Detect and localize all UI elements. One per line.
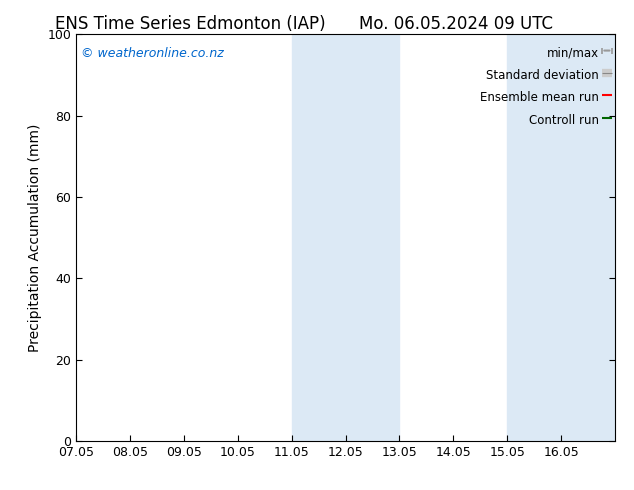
Bar [507,34,561,441]
Text: Ensemble mean run: Ensemble mean run [480,91,598,104]
Y-axis label: Precipitation Accumulation (mm): Precipitation Accumulation (mm) [28,123,42,352]
Text: min/max: min/max [547,47,598,59]
Text: © weatheronline.co.nz: © weatheronline.co.nz [81,47,224,59]
Bar [346,34,399,441]
Text: Standard deviation: Standard deviation [486,69,598,82]
Bar [561,34,615,441]
Bar [292,34,346,441]
Text: Controll run: Controll run [529,114,598,126]
Text: ENS Time Series Edmonton (IAP): ENS Time Series Edmonton (IAP) [55,15,325,33]
Text: Mo. 06.05.2024 09 UTC: Mo. 06.05.2024 09 UTC [359,15,553,33]
